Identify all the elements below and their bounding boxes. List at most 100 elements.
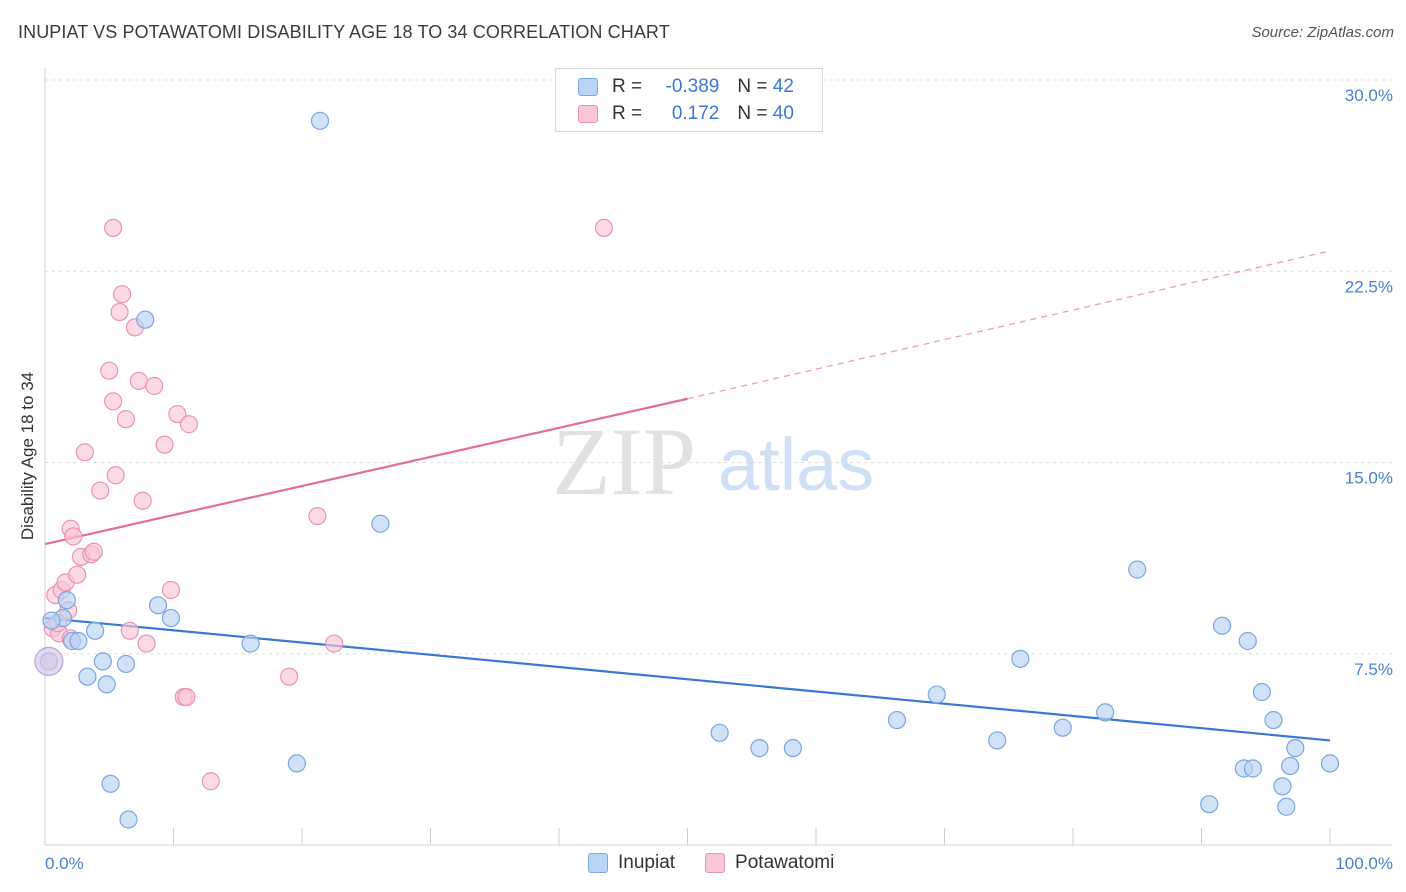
inupiat-point <box>42 611 61 630</box>
potawatomi-point <box>110 302 129 322</box>
potawatomi-point <box>104 218 123 237</box>
inupiat-swatch <box>588 853 608 873</box>
y-tick-label: 7.5% <box>1354 660 1393 679</box>
source-label: Source: ZipAtlas.com <box>1251 24 1394 41</box>
potawatomi-point <box>168 404 187 424</box>
inupiat-point <box>1277 797 1296 816</box>
potawatomi-point <box>106 466 125 485</box>
r-value: -0.389 <box>665 76 720 97</box>
potawatomi-point <box>104 392 123 411</box>
potawatomi-point <box>308 506 327 526</box>
potawatomi-point <box>133 491 152 510</box>
potawatomi-swatch <box>578 105 598 123</box>
n-label: N = <box>737 76 773 97</box>
potawatomi-point <box>112 285 132 304</box>
n-value: 42 <box>772 76 794 97</box>
y-tick-label: 22.5% <box>1345 277 1393 296</box>
overlap-point <box>34 646 64 677</box>
x-tick-label: 0.0% <box>45 854 84 873</box>
legend-item-potawatomi: Potawatomi <box>705 852 834 874</box>
legend-label: Potawatomi <box>735 852 835 873</box>
series-legend: Inupiat Potawatomi <box>588 852 864 874</box>
inupiat-point <box>57 591 76 610</box>
inupiat-point <box>1243 759 1263 778</box>
potawatomi-point <box>145 376 164 396</box>
potawatomi-point <box>129 371 148 390</box>
n-label: N = <box>737 103 773 124</box>
inupiat-point <box>101 774 120 793</box>
potawatomi-point <box>75 443 94 462</box>
y-tick-label: 30.0% <box>1345 86 1393 105</box>
potawatomi-point <box>120 621 139 640</box>
potawatomi-point <box>68 565 87 584</box>
potawatomi-point <box>280 667 299 686</box>
potawatomi-point <box>84 542 103 561</box>
potawatomi-point <box>201 772 220 791</box>
legend-row-inupiat: R = -0.389 N = 42 <box>578 74 794 100</box>
grid-lines <box>45 79 1392 655</box>
inupiat-point <box>69 631 88 651</box>
legend-label: Inupiat <box>618 852 676 873</box>
inupiat-point <box>988 731 1007 750</box>
potawatomi-point <box>137 634 156 653</box>
chart-title: INUPIAT VS POTAWATOMI DISABILITY AGE 18 … <box>18 22 670 42</box>
inupiat-point <box>1238 631 1257 651</box>
inupiat-point <box>93 652 112 671</box>
inupiat-swatch <box>578 78 598 96</box>
inupiat-point <box>78 667 97 686</box>
trend-lines <box>44 250 1331 742</box>
inupiat-trend-line <box>44 616 1331 742</box>
potawatomi-point <box>100 361 119 380</box>
inupiat-point <box>927 685 946 704</box>
watermark-zip: ZIP <box>552 408 696 515</box>
inupiat-point <box>1273 777 1292 796</box>
potawatomi-point <box>177 687 196 707</box>
r-value: 0.172 <box>671 103 720 124</box>
inupiat-point <box>97 675 116 694</box>
inupiat-point <box>1200 795 1219 814</box>
inupiat-point <box>86 621 105 640</box>
watermark-atlas: atlas <box>718 423 874 506</box>
data-points <box>34 111 1340 829</box>
r-label: R = <box>612 103 648 124</box>
potawatomi-point <box>325 634 344 653</box>
inupiat-point <box>161 608 181 628</box>
potawatomi-swatch <box>705 853 726 873</box>
potawatomi-point <box>161 580 181 600</box>
r-label: R = <box>612 76 648 97</box>
potawatomi-point <box>594 218 614 237</box>
potawatomi-point <box>179 415 199 434</box>
inupiat-point <box>1212 616 1232 635</box>
potawatomi-point <box>91 481 110 500</box>
n-value: 40 <box>772 103 794 124</box>
potawatomi-trend-line <box>44 397 688 546</box>
y-axis-label: Disability Age 18 to 34 <box>18 372 37 540</box>
inupiat-point <box>1286 738 1305 758</box>
legend-item-inupiat: Inupiat <box>588 852 675 874</box>
inupiat-point <box>1252 682 1271 702</box>
potawatomi-point <box>155 435 174 454</box>
inupiat-point <box>1096 703 1115 722</box>
inupiat-point <box>119 810 138 829</box>
potawatomi-point <box>64 527 83 546</box>
potawatomi-point <box>116 410 136 429</box>
tick-labels: 7.5% 15.0% 22.5% 30.0% 0.0% 100.0% <box>45 86 1393 873</box>
inupiat-point <box>1053 718 1072 737</box>
axes <box>44 68 1392 846</box>
inupiat-point <box>148 596 168 615</box>
inupiat-point <box>1281 756 1300 776</box>
legend-row-potawatomi: R = 0.172 N = 40 <box>578 101 794 127</box>
y-tick-label: 15.0% <box>1345 469 1393 488</box>
inupiat-point <box>241 634 260 653</box>
inupiat-point <box>1320 754 1340 773</box>
potawatomi-trend-extension <box>687 250 1331 400</box>
correlation-legend: R = -0.389 N = 42 R = 0.172 N = 40 <box>555 68 823 132</box>
inupiat-point <box>1264 710 1283 730</box>
inupiat-point <box>750 738 769 758</box>
inupiat-point <box>287 754 306 773</box>
inupiat-point <box>1128 560 1147 579</box>
inupiat-point <box>710 723 729 742</box>
inupiat-point <box>1011 649 1030 668</box>
inupiat-point <box>116 654 136 674</box>
